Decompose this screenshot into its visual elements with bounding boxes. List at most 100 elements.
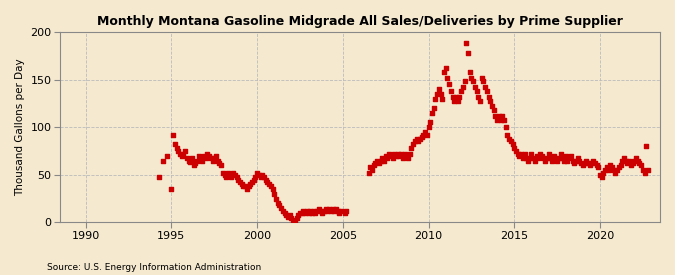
Point [171,146,182,150]
Point [622,161,633,166]
Point [277,209,288,213]
Point [528,155,539,160]
Point [385,153,396,158]
Point [526,152,537,156]
Point [190,161,201,166]
Point [204,153,215,158]
Point [252,171,263,175]
Point [641,144,651,148]
Point [537,153,547,158]
Point [562,158,573,163]
Point [493,114,504,118]
Point [243,184,254,188]
Point [632,158,643,163]
Point [178,152,189,156]
Point [286,215,297,220]
Point [478,79,489,84]
Point [242,187,252,191]
Point [315,209,326,213]
Point [276,206,287,210]
Point [538,155,549,160]
Point [168,133,179,137]
Point [627,161,638,166]
Point [305,209,316,213]
Y-axis label: Thousand Gallons per Day: Thousand Gallons per Day [15,58,25,196]
Point [224,173,235,177]
Point [488,108,499,112]
Point [624,158,634,163]
Point [540,158,551,163]
Point [458,85,468,89]
Point [214,161,225,166]
Point [585,163,595,167]
Point [522,158,533,163]
Point [408,142,418,147]
Point [521,155,532,160]
Point [577,163,588,167]
Point [443,82,454,87]
Point [524,155,535,160]
Point [332,209,343,213]
Point [499,117,510,122]
Point [600,168,611,172]
Point [339,211,350,215]
Point [281,213,292,217]
Point [432,92,443,96]
Point [492,117,503,122]
Point [185,160,196,165]
Point [411,136,422,141]
Point [461,41,472,46]
Point [290,218,300,223]
Point [459,79,470,84]
Point [509,146,520,150]
Point [452,98,463,103]
Point [235,180,246,185]
Point [341,209,352,213]
Point [439,70,450,74]
Point [555,152,566,156]
Point [449,98,460,103]
Point [246,180,257,185]
Point [335,209,346,213]
Point [329,209,340,213]
Point [394,153,405,158]
Point [294,211,305,215]
Point [265,184,276,188]
Point [198,153,209,158]
Point [543,152,554,156]
Point [541,155,552,160]
Point [269,192,279,196]
Point [401,153,412,158]
Point [639,171,650,175]
Point [387,155,398,160]
Point [615,163,626,167]
Point [420,130,431,134]
Point [369,163,379,167]
Point [533,155,543,160]
Point [324,207,335,211]
Point [298,209,309,213]
Point [564,155,574,160]
Point [610,171,621,175]
Point [404,152,415,156]
Point [363,171,374,175]
Point [406,146,417,150]
Point [259,175,269,179]
Point [321,207,331,211]
Point [418,133,429,137]
Point [372,158,383,163]
Point [490,114,501,118]
Point [595,173,605,177]
Point [466,75,477,80]
Point [377,155,387,160]
Point [629,158,640,163]
Point [626,163,637,167]
Point [153,175,164,179]
Point [416,134,427,139]
Point [429,106,439,110]
Point [195,155,206,160]
Point [481,89,492,93]
Point [382,155,393,160]
Point [437,97,448,101]
Point [223,171,234,175]
